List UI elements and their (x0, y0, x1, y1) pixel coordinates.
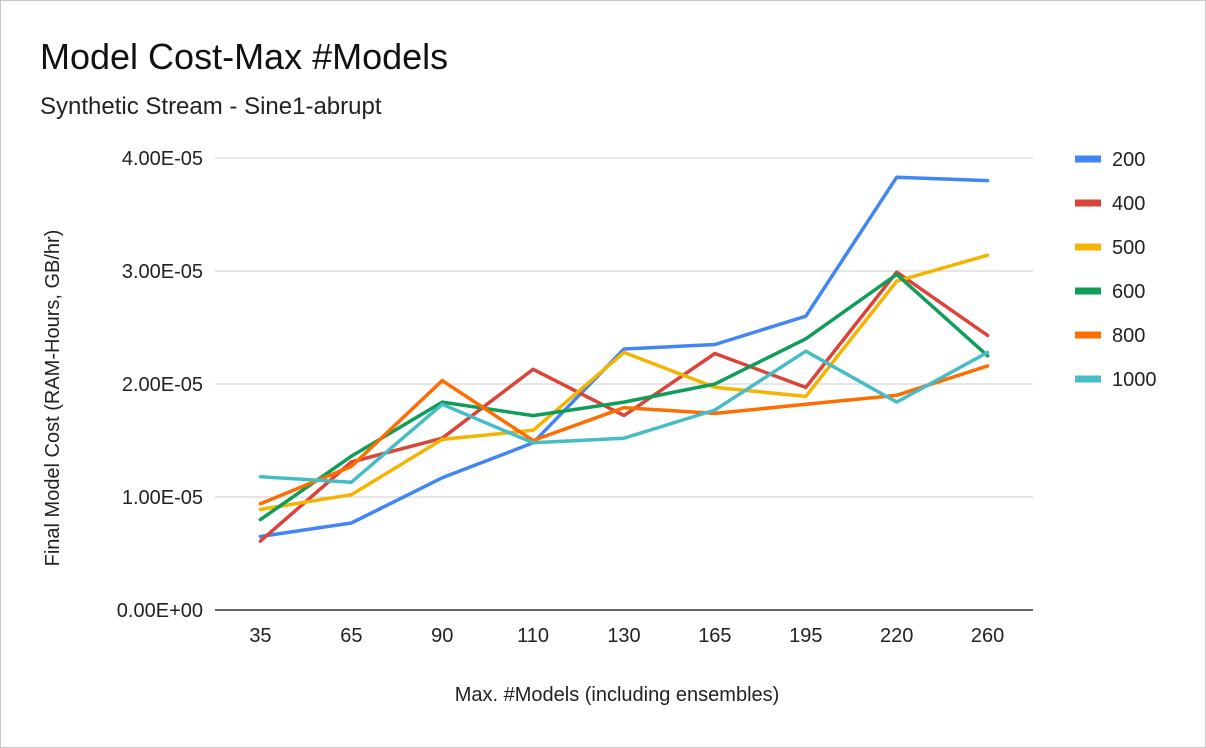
series-line-800 (258, 364, 990, 506)
series-line-200 (258, 175, 990, 539)
x-axis-title: Max. #Models (including ensembles) (455, 684, 780, 706)
y-tick-labels: 0.00E+00 1.00E-05 2.00E-05 3.00E-05 4.00E-05 (117, 148, 203, 622)
y-tick-label: 1.00E-05 (122, 487, 203, 509)
legend: 200 400 500 600 800 1000 (1075, 149, 1157, 391)
x-tick-label: 165 (698, 625, 731, 647)
series-line-1000 (258, 349, 990, 485)
x-tick-label: 220 (880, 625, 913, 647)
x-tick-label: 195 (789, 625, 822, 647)
gridlines (215, 157, 1033, 611)
legend-swatch-1000 (1075, 375, 1101, 383)
legend-label-1000: 1000 (1112, 369, 1157, 391)
y-tick-label: 3.00E-05 (122, 261, 203, 283)
x-tick-label: 110 (517, 625, 549, 647)
x-tick-label: 90 (431, 625, 453, 647)
x-tick-label: 260 (971, 625, 1004, 647)
legend-label-200: 200 (1112, 149, 1145, 171)
legend-label-800: 800 (1112, 325, 1145, 347)
x-tick-label: 130 (607, 625, 640, 647)
legend-swatch-500 (1075, 243, 1101, 251)
y-axis-title: Final Model Cost (RAM-Hours, GB/hr) (42, 230, 64, 567)
series-lines (258, 175, 990, 543)
y-tick-label: 4.00E-05 (122, 148, 203, 170)
x-tick-label: 65 (340, 625, 362, 647)
series-line-500 (258, 253, 990, 512)
legend-label-400: 400 (1112, 193, 1145, 215)
chart-title: Model Cost-Max #Models (40, 36, 449, 77)
legend-label-600: 600 (1112, 281, 1145, 303)
y-tick-label: 0.00E+00 (117, 600, 203, 622)
chart-subtitle: Synthetic Stream - Sine1-abrupt (40, 93, 382, 120)
legend-label-500: 500 (1112, 237, 1145, 259)
legend-swatch-200 (1075, 155, 1101, 163)
y-tick-label: 2.00E-05 (122, 374, 203, 396)
legend-swatch-600 (1075, 287, 1101, 295)
legend-swatch-400 (1075, 199, 1101, 207)
x-tick-label: 35 (249, 625, 271, 647)
x-tick-labels: 35 65 90 110 130 165 195 220 260 (249, 625, 1004, 647)
legend-swatch-800 (1075, 331, 1101, 339)
